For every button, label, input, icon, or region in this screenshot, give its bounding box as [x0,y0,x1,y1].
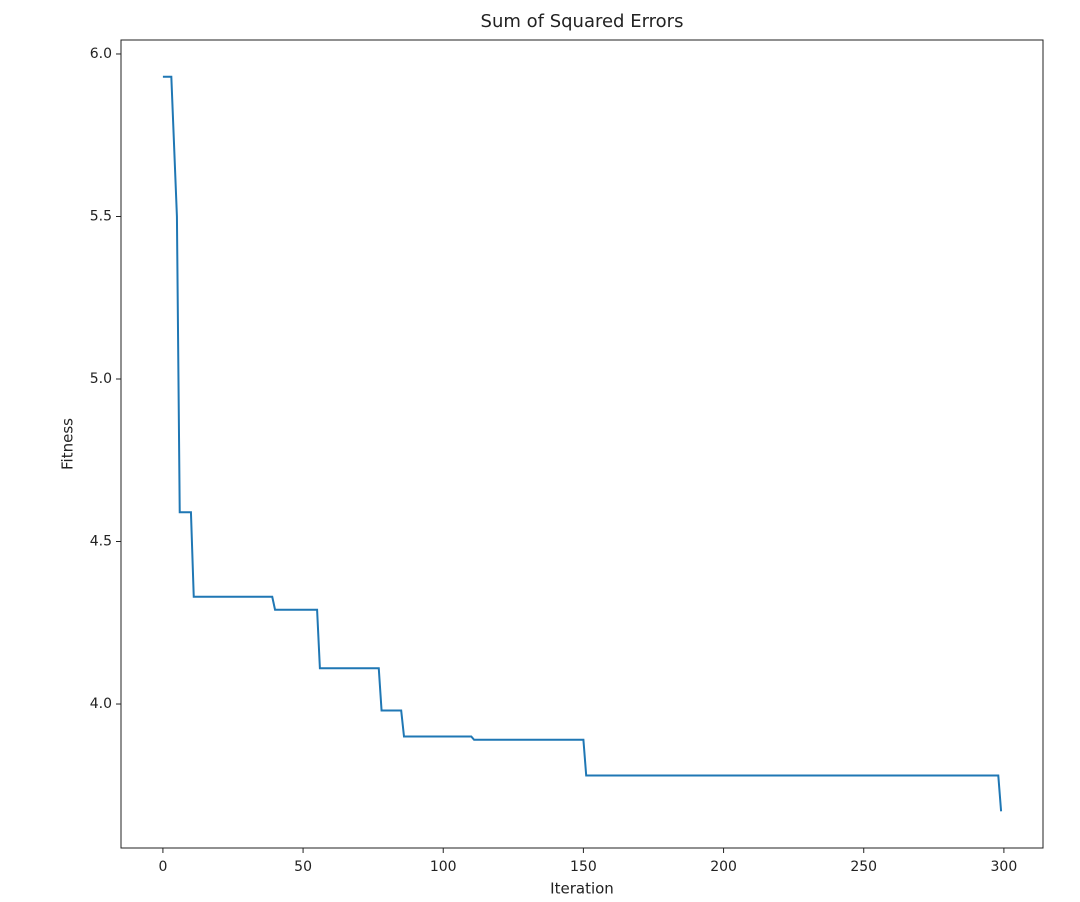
y-tick-label: 4.5 [90,534,112,550]
x-axis-label: Iteration [550,880,614,898]
y-tick-label: 5.0 [90,371,112,387]
plot-frame [120,39,1044,849]
x-tick-label: 250 [850,859,877,875]
y-tick-label: 6.0 [90,46,112,62]
y-axis-label: Fitness [59,418,77,470]
data-line [162,75,1003,812]
x-tick-label: 0 [158,859,167,875]
x-tick-label: 150 [570,859,597,875]
x-tick-label: 100 [430,859,457,875]
x-tick-label: 50 [294,859,312,875]
y-tick-label: 5.5 [90,208,112,224]
chart-title: Sum of Squared Errors [481,11,684,32]
x-tick-label: 300 [991,859,1018,875]
x-tick-label: 200 [710,859,737,875]
y-tick-label: 4.0 [90,696,112,712]
